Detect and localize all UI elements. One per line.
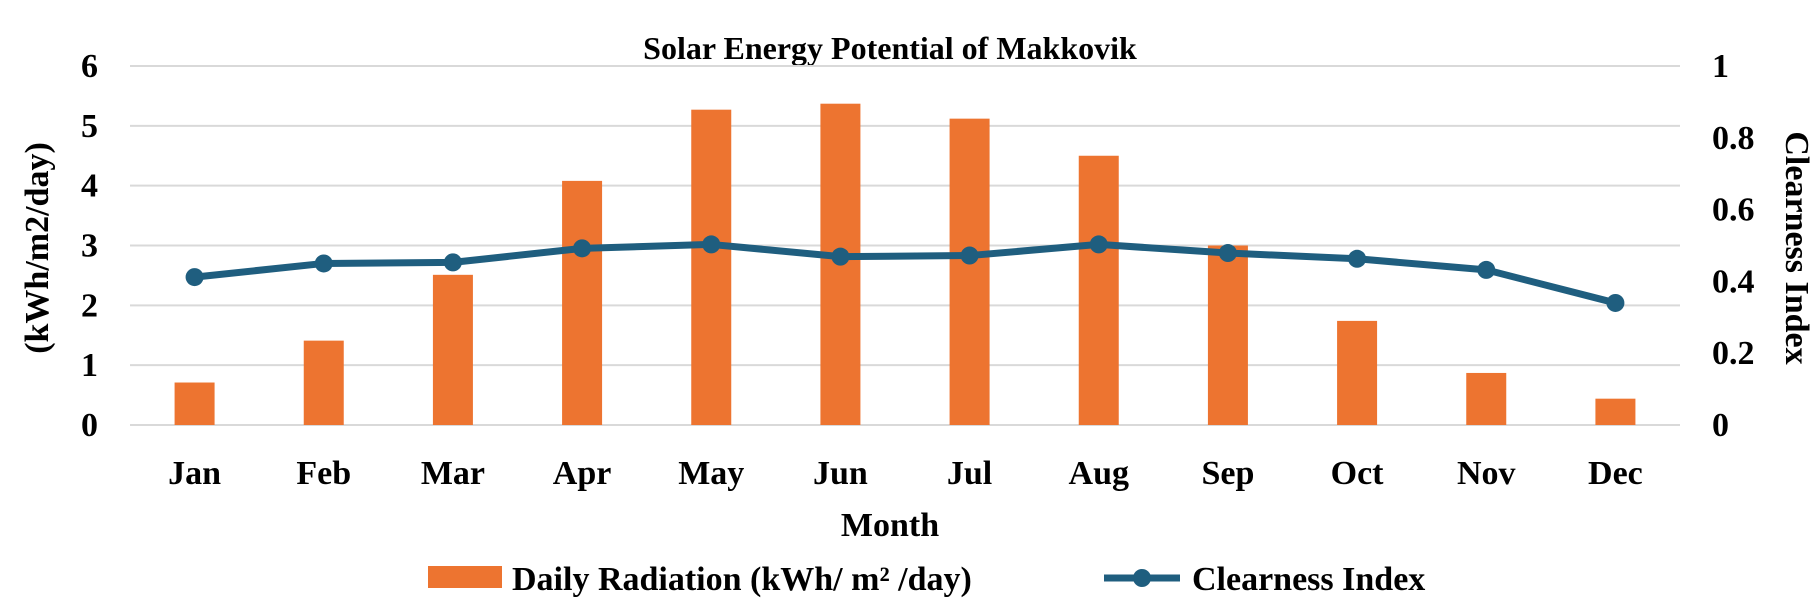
right-axis-label: Clearness Index bbox=[1778, 131, 1811, 364]
x-tick-label: Feb bbox=[296, 455, 351, 492]
x-axis-label: Month bbox=[841, 507, 939, 544]
left-axis-ticks: 0 1 2 3 4 5 6 bbox=[81, 48, 98, 444]
bar bbox=[1466, 372, 1507, 425]
line-point bbox=[314, 254, 333, 273]
line-point bbox=[573, 239, 592, 258]
right-tick-label: 1 bbox=[1712, 48, 1729, 85]
bar bbox=[432, 274, 473, 425]
legend-line-label: Clearness Index bbox=[1192, 561, 1425, 598]
bar bbox=[691, 109, 732, 425]
left-tick-label: 0 bbox=[81, 407, 98, 444]
gridlines bbox=[130, 65, 1680, 426]
x-axis-ticks: Jan Feb Mar Apr May Jun Jul Aug Sep Oct Nov Dec bbox=[168, 455, 1643, 492]
right-axis-ticks: 0 0.2 0.4 0.6 0.8 1 bbox=[1712, 48, 1755, 444]
x-tick-label: Apr bbox=[553, 455, 612, 492]
bar bbox=[1207, 245, 1248, 425]
right-tick-label: 0 bbox=[1712, 407, 1729, 444]
right-tick-label: 0.4 bbox=[1712, 263, 1755, 300]
line-point bbox=[960, 246, 979, 265]
left-tick-label: 6 bbox=[81, 48, 98, 85]
x-tick-label: Jan bbox=[168, 455, 221, 492]
line-point bbox=[443, 253, 462, 272]
legend-line-marker bbox=[1133, 569, 1151, 587]
right-tick-label: 0.6 bbox=[1712, 192, 1755, 229]
bar bbox=[303, 340, 344, 425]
line-point bbox=[1477, 260, 1496, 279]
left-axis-label: (kWh/m2/day) bbox=[19, 142, 56, 354]
chart-title: Solar Energy Potential of Makkovik bbox=[643, 30, 1137, 66]
right-tick-label: 0.2 bbox=[1712, 335, 1755, 372]
line-series bbox=[185, 235, 1625, 312]
bar bbox=[1337, 320, 1378, 425]
x-tick-label: Mar bbox=[421, 455, 485, 492]
left-tick-label: 2 bbox=[81, 287, 98, 324]
x-tick-label: Sep bbox=[1201, 455, 1254, 492]
x-tick-label: May bbox=[678, 455, 744, 492]
x-tick-label: Jun bbox=[813, 455, 868, 492]
left-tick-label: 1 bbox=[81, 347, 98, 384]
left-tick-label: 3 bbox=[81, 228, 98, 265]
legend-bar-label: Daily Radiation (kWh/ m² /day) bbox=[512, 561, 972, 598]
left-tick-label: 4 bbox=[81, 168, 98, 205]
bar bbox=[174, 382, 215, 425]
x-tick-label: Oct bbox=[1331, 455, 1385, 492]
bar-series bbox=[174, 103, 1636, 426]
line-point bbox=[1218, 244, 1237, 263]
x-tick-label: Jul bbox=[947, 455, 992, 492]
line-point bbox=[1089, 235, 1108, 254]
line-point bbox=[831, 247, 850, 266]
line-point bbox=[1606, 293, 1625, 312]
bar bbox=[949, 118, 990, 426]
line-point bbox=[702, 235, 721, 254]
bar bbox=[1078, 155, 1119, 425]
bar bbox=[1595, 398, 1636, 425]
legend-bar-swatch bbox=[428, 566, 502, 588]
line-point bbox=[185, 268, 204, 287]
legend: Daily Radiation (kWh/ m² /day) Clearness… bbox=[428, 561, 1425, 598]
left-tick-label: 5 bbox=[81, 108, 98, 145]
bar bbox=[562, 180, 603, 425]
right-tick-label: 0.8 bbox=[1712, 120, 1755, 157]
x-tick-label: Aug bbox=[1069, 455, 1129, 492]
x-tick-label: Dec bbox=[1588, 455, 1643, 492]
clearness-line bbox=[194, 240, 1617, 307]
line-point bbox=[1348, 249, 1367, 268]
x-tick-label: Nov bbox=[1457, 455, 1516, 492]
